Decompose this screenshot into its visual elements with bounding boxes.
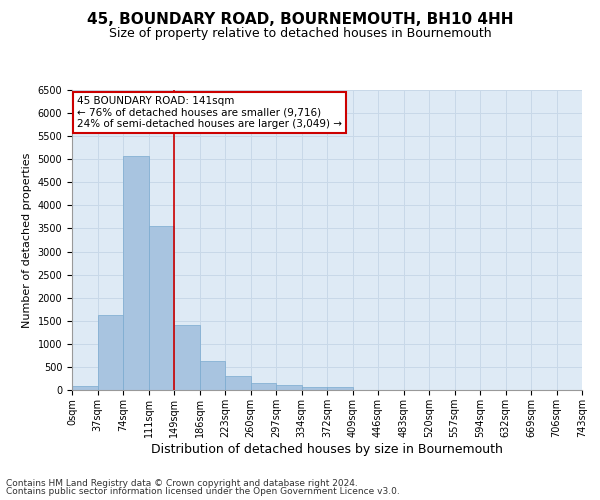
Bar xyxy=(327,387,353,390)
Text: Size of property relative to detached houses in Bournemouth: Size of property relative to detached ho… xyxy=(109,28,491,40)
Bar xyxy=(251,383,276,390)
Text: Contains HM Land Registry data © Crown copyright and database right 2024.: Contains HM Land Registry data © Crown c… xyxy=(6,478,358,488)
Bar xyxy=(123,156,149,390)
Bar xyxy=(199,362,225,390)
Bar xyxy=(302,387,327,390)
Bar xyxy=(72,386,97,390)
Text: Contains public sector information licensed under the Open Government Licence v3: Contains public sector information licen… xyxy=(6,487,400,496)
Bar xyxy=(149,226,174,390)
Y-axis label: Number of detached properties: Number of detached properties xyxy=(22,152,32,328)
Text: 45 BOUNDARY ROAD: 141sqm
← 76% of detached houses are smaller (9,716)
24% of sem: 45 BOUNDARY ROAD: 141sqm ← 76% of detach… xyxy=(77,96,342,129)
Text: 45, BOUNDARY ROAD, BOURNEMOUTH, BH10 4HH: 45, BOUNDARY ROAD, BOURNEMOUTH, BH10 4HH xyxy=(87,12,513,28)
Bar xyxy=(225,376,251,390)
Bar xyxy=(276,386,302,390)
Bar xyxy=(174,325,199,390)
Bar xyxy=(97,315,123,390)
X-axis label: Distribution of detached houses by size in Bournemouth: Distribution of detached houses by size … xyxy=(151,442,503,456)
